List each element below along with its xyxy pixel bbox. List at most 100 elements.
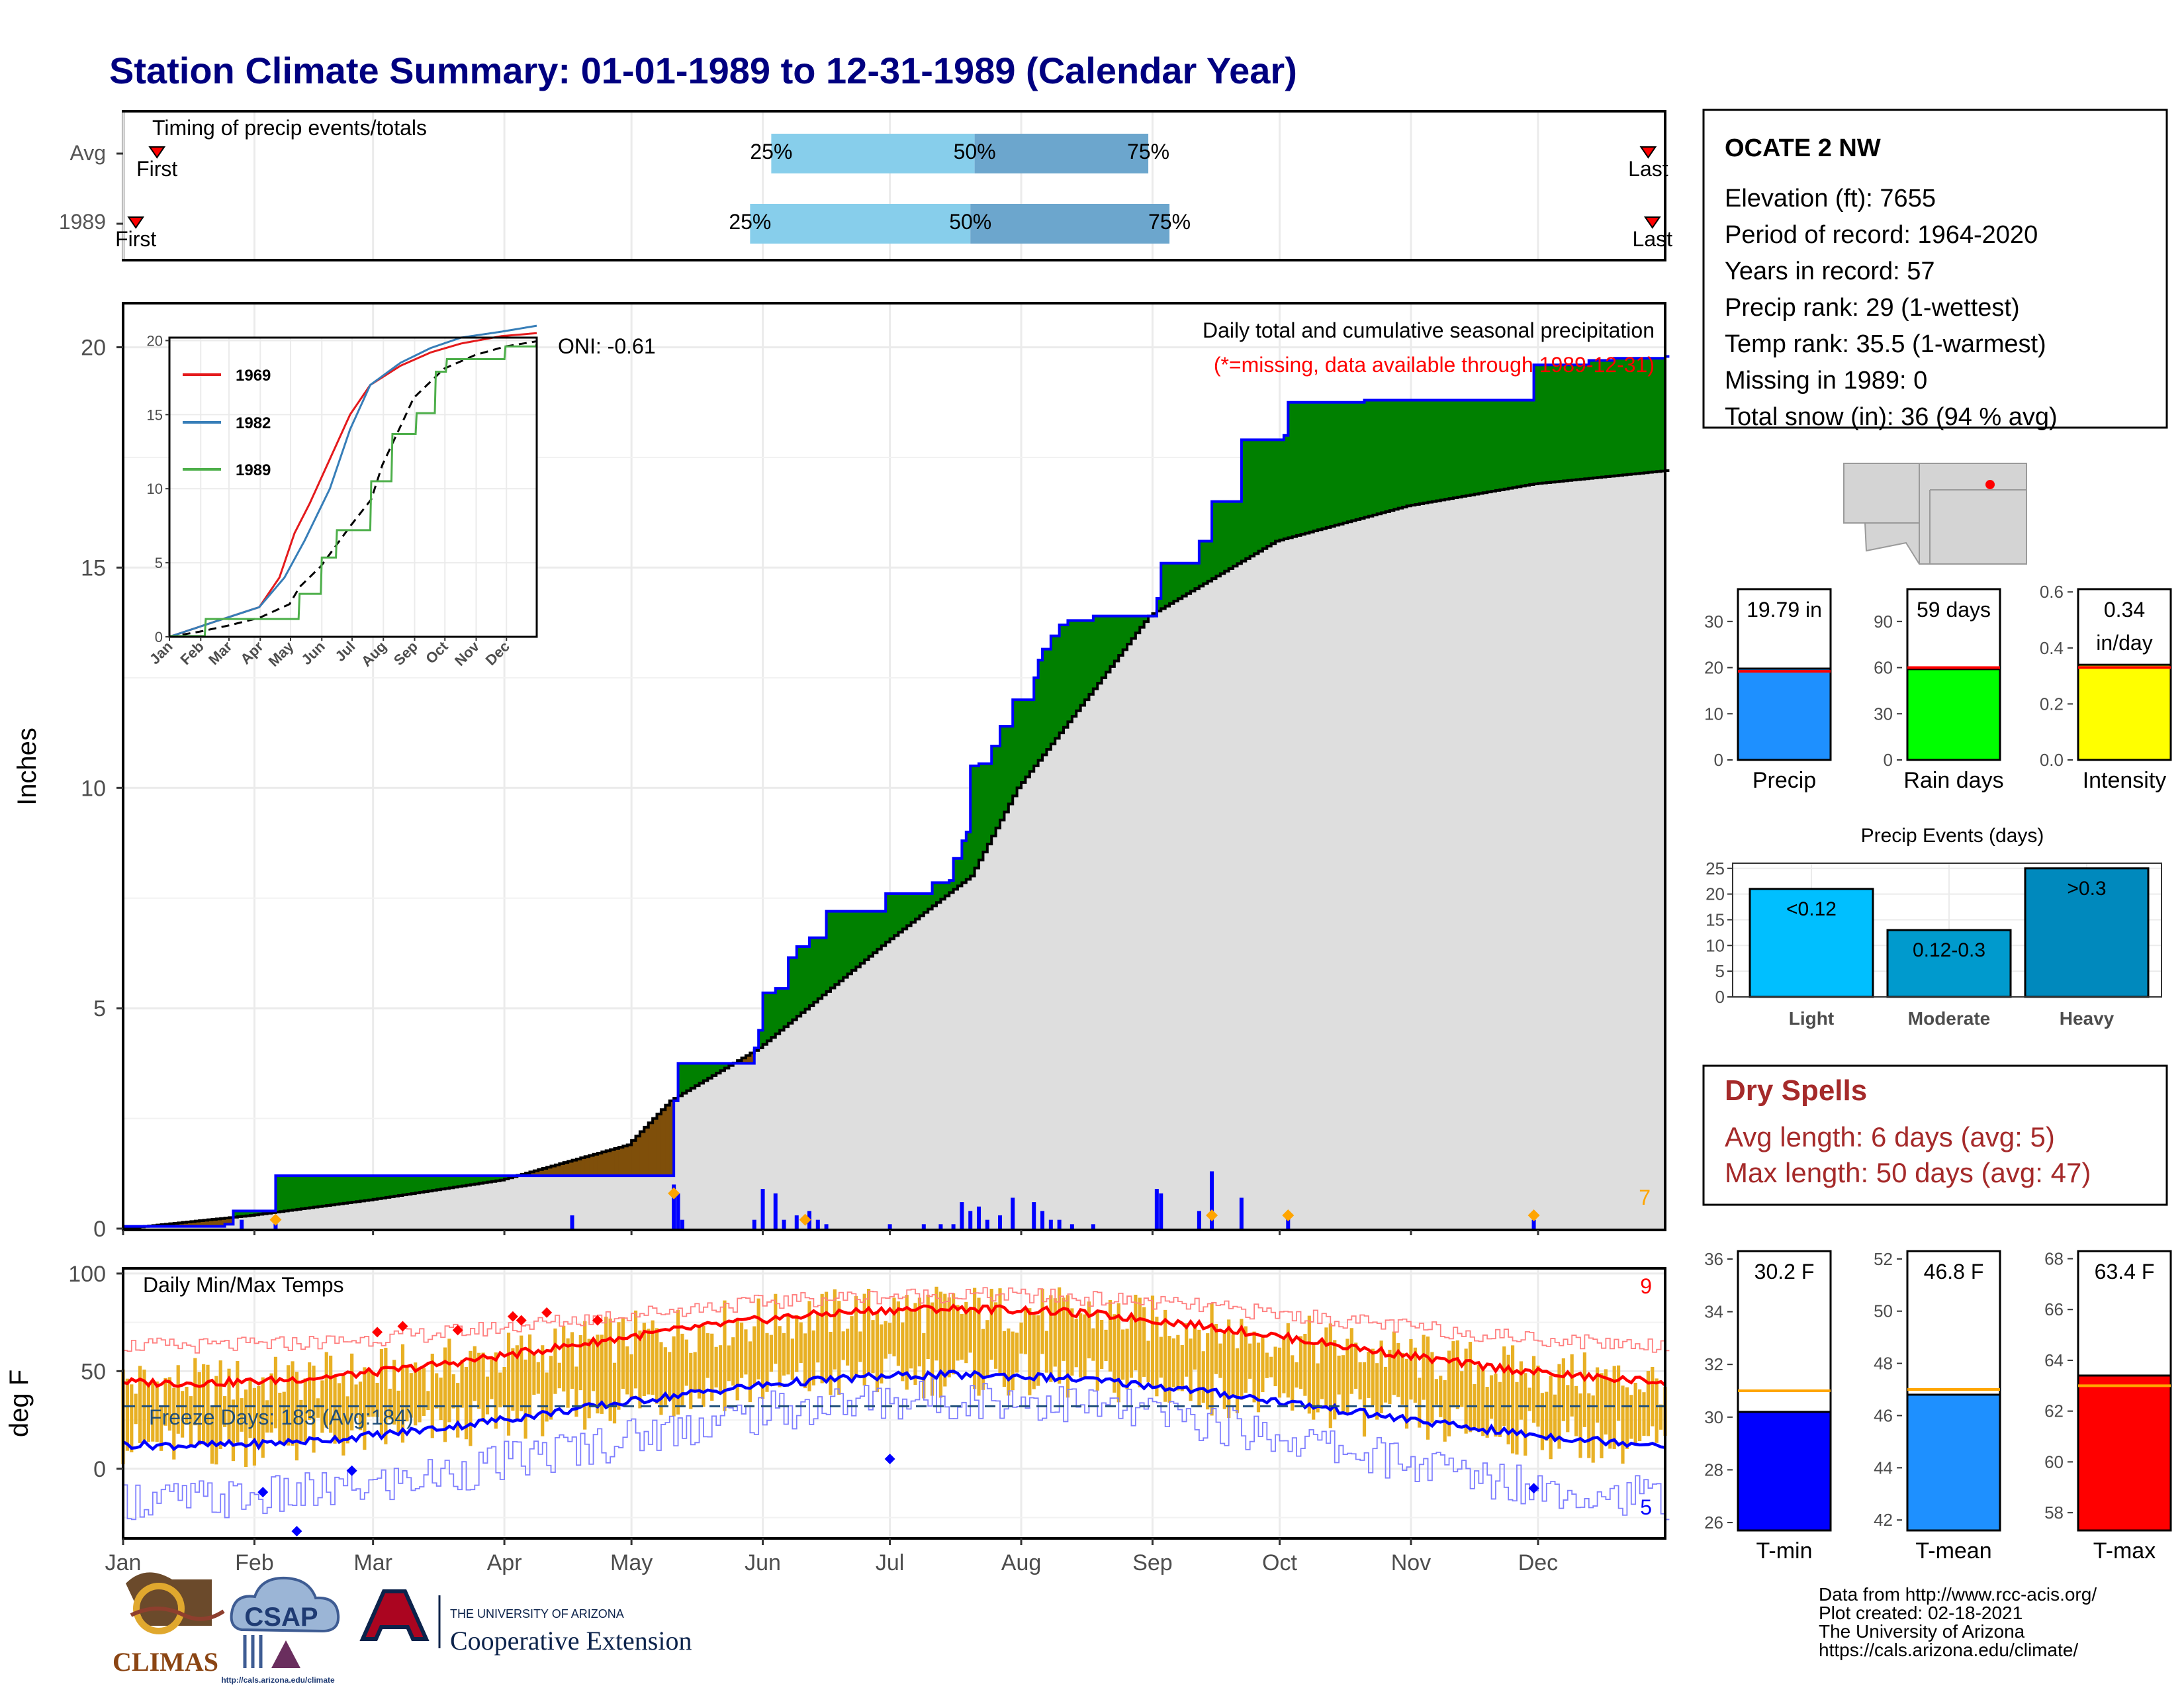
temp-title: Daily Min/Max Temps (143, 1273, 343, 1297)
daily-temp-range-bar (854, 1296, 858, 1375)
daily-temp-range-bar (273, 1356, 278, 1429)
precip-surplus-segment (1071, 620, 1077, 717)
daily-temp-range-bar (1113, 1314, 1116, 1393)
mini-category-label-tmax: T-max (2093, 1538, 2156, 1564)
precip-deficit-segment (538, 1169, 543, 1176)
daily-temp-range-bar (494, 1352, 498, 1429)
precip-surplus-segment (470, 1176, 475, 1185)
precip-surplus-segment (1224, 501, 1230, 571)
daily-temp-range-bar (973, 1288, 977, 1389)
precip-surplus-segment (309, 1176, 314, 1208)
precip-surplus-segment (398, 1176, 404, 1196)
precip-surplus-segment (483, 1176, 488, 1183)
timing-row-label-avg: Avg (69, 141, 106, 165)
precip-deficit-segment (631, 1140, 637, 1176)
precip-deficit-segment (555, 1164, 560, 1176)
daily-temp-range-bar (227, 1368, 231, 1442)
daily-temp-range-bar (1298, 1336, 1303, 1389)
inset-line-1989 (169, 343, 538, 637)
daily-temp-range-bar (1265, 1352, 1269, 1378)
daily-temp-range-bar (850, 1316, 854, 1383)
precip-surplus-segment (1343, 402, 1348, 523)
inset-ytick-label: 10 (147, 481, 163, 497)
daily-temp-range-bar (1349, 1328, 1353, 1394)
daily-precip-bar (998, 1215, 1003, 1229)
precip-surplus-segment (1537, 365, 1543, 484)
precip-surplus-segment (1059, 624, 1064, 733)
precip-surplus-segment (1101, 616, 1107, 678)
daily-temp-range-bar (684, 1339, 688, 1386)
mini-ytick-label-tmin: 26 (1704, 1513, 1723, 1532)
daily-temp-range-bar (829, 1331, 833, 1395)
station-line-missing: Missing in 1989: 0 (1725, 367, 1927, 395)
precip-surplus-segment (1241, 440, 1246, 561)
precip-surplus-segment (1445, 400, 1450, 500)
precip-surplus-segment (415, 1176, 420, 1194)
precip-surplus-segment (1013, 700, 1018, 796)
precip-surplus-segment (436, 1176, 441, 1190)
dry-spells-title: Dry Spells (1725, 1074, 1867, 1107)
daily-temp-range-bar (1608, 1379, 1612, 1449)
precip-surplus-segment (686, 1063, 692, 1091)
daily-temp-range-bar (1150, 1295, 1155, 1388)
daily-temp-range-bar (1197, 1329, 1201, 1406)
university-of-arizona-logo: THE UNIVERSITY OF ARIZONA Cooperative Ex… (359, 1589, 692, 1656)
daily-temp-range-bar (1248, 1343, 1252, 1379)
daily-temp-range-bar (354, 1384, 358, 1419)
precip-surplus-segment (766, 992, 772, 1041)
daily-temp-range-bar (1091, 1328, 1095, 1361)
daily-temp-range-bar (1642, 1392, 1646, 1436)
daily-temp-range-bar (1328, 1323, 1332, 1429)
footer-line-4: https://cals.arizona.edu/climate/ (1819, 1640, 2078, 1660)
mini-ytick-label-tmin: 28 (1704, 1460, 1723, 1479)
daily-temp-range-bar (414, 1362, 418, 1426)
precip-surplus-segment (1402, 400, 1408, 507)
mini-ytick-label-tmax: 64 (2044, 1350, 2064, 1370)
precip-surplus-segment (1588, 360, 1594, 479)
precip-deficit-segment (589, 1155, 594, 1176)
daily-temp-range-bar (964, 1301, 968, 1364)
daily-temp-range-bar (1400, 1352, 1404, 1405)
daily-temp-range-bar (892, 1297, 896, 1357)
precip-deficit-segment (627, 1145, 632, 1176)
precip-surplus-segment (1597, 360, 1602, 478)
precip-surplus-segment (898, 894, 903, 933)
daily-temp-range-bar (1392, 1331, 1396, 1395)
mini-ytick-label-precip-total: 20 (1704, 658, 1723, 678)
precip-surplus-segment (881, 911, 886, 946)
daily-temp-range-bar (1171, 1338, 1176, 1387)
daily-temp-range-bar (587, 1338, 591, 1419)
daily-precip-bar (1040, 1211, 1045, 1229)
precip-surplus-segment (1169, 563, 1175, 604)
precip-surplus-segment (1195, 563, 1200, 589)
daily-precip-bar (1159, 1193, 1163, 1229)
daily-temp-range-bar (841, 1331, 845, 1360)
record-high-marker (592, 1315, 603, 1326)
daily-temp-range-bar (130, 1384, 134, 1452)
daily-temp-range-bar (651, 1320, 655, 1395)
precip-surplus-segment (758, 1030, 764, 1049)
timing-row-label-year: 1989 (59, 210, 106, 234)
precip-surplus-segment (263, 1211, 268, 1214)
precip-surplus-segment (987, 763, 992, 845)
daily-temp-range-bar (977, 1297, 981, 1396)
precip-surplus-segment (1593, 360, 1598, 478)
precip-surplus-segment (805, 946, 810, 1009)
daily-temp-range-bar (1545, 1391, 1549, 1441)
mini-ytick-label-intensity: 0.4 (2040, 638, 2064, 658)
precip-surplus-segment (1551, 365, 1556, 483)
daily-temp-range-bar (884, 1321, 887, 1359)
snow-marker (1206, 1209, 1218, 1222)
precip-avg-area (123, 470, 1665, 1229)
precip-surplus-segment (1173, 563, 1179, 602)
mini-ytick-label-tmax: 68 (2044, 1249, 2064, 1269)
precip-surplus-segment (381, 1176, 387, 1198)
daily-temp-range-bar (1481, 1369, 1485, 1436)
daily-temp-range-bar (257, 1385, 261, 1449)
precip-surplus-segment (411, 1176, 416, 1194)
precip-surplus-segment (1025, 700, 1030, 777)
daily-temp-range-bar (384, 1348, 388, 1444)
daily-temp-range-bar (727, 1345, 731, 1382)
precip-surplus-segment (1491, 400, 1496, 492)
precip-surplus-segment (944, 882, 950, 896)
